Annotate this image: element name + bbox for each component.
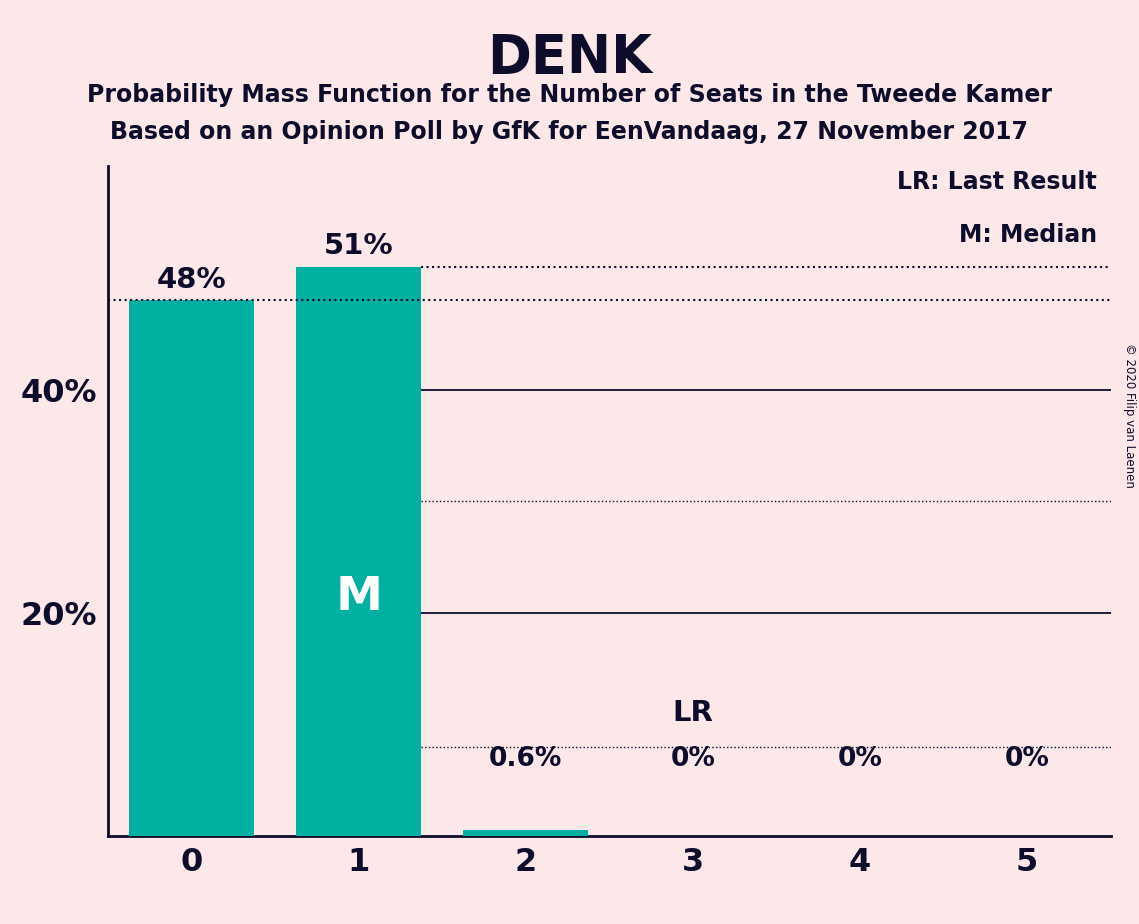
Text: 0%: 0% (671, 746, 715, 772)
Text: LR: LR (672, 699, 713, 727)
Text: LR: Last Result: LR: Last Result (898, 170, 1097, 194)
Text: 0%: 0% (1005, 746, 1049, 772)
Text: M: Median: M: Median (959, 224, 1097, 248)
Text: M: M (335, 575, 383, 620)
Text: 51%: 51% (323, 232, 394, 261)
Text: Based on an Opinion Poll by GfK for EenVandaag, 27 November 2017: Based on an Opinion Poll by GfK for EenV… (110, 120, 1029, 144)
Bar (296, 267, 421, 836)
Bar (129, 300, 254, 836)
Text: DENK: DENK (487, 32, 652, 84)
Text: Probability Mass Function for the Number of Seats in the Tweede Kamer: Probability Mass Function for the Number… (87, 83, 1052, 107)
Text: 0%: 0% (837, 746, 883, 772)
Text: 48%: 48% (157, 265, 227, 294)
Text: © 2020 Filip van Laenen: © 2020 Filip van Laenen (1123, 344, 1137, 488)
Bar (464, 830, 589, 836)
Text: 0.6%: 0.6% (489, 746, 563, 772)
